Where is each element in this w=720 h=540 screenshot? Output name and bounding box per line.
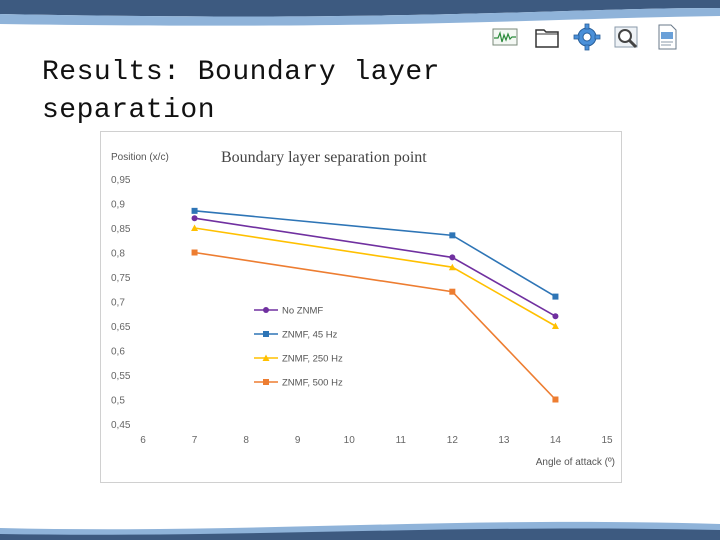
data-point [449,254,456,261]
data-point [551,322,559,329]
legend-label: ZNMF, 45 Hz [282,330,338,341]
data-point [552,396,559,403]
x-axis-label: Angle of attack (º) [536,457,615,468]
data-point [552,293,559,300]
legend-label: No ZNMF [282,306,323,317]
x-tick-label: 7 [192,435,198,446]
legend-item: ZNMF, 45 Hz [254,330,338,341]
bottom-band-dark [0,528,720,540]
top-band-dark [0,0,720,17]
chart-legend: No ZNMF ZNMF, 45 Hz ZNMF, 250 Hz ZNMF, 500 … [254,306,343,389]
x-tick-label: 14 [550,435,562,446]
data-point [263,379,269,385]
y-tick-label: 0,85 [111,224,131,235]
bottom-decorative-band [0,521,720,540]
x-tick-label: 10 [344,435,356,446]
data-point [191,215,198,222]
data-point [263,331,269,337]
x-tick-labels: 6 7 8 9 10 11 12 13 14 15 [140,435,613,446]
chart-title: Boundary layer separation point [221,149,427,166]
data-point [191,207,198,214]
series-line [194,210,556,298]
y-tick-label: 0,7 [111,298,125,309]
y-axis-label: Position (x/c) [111,152,169,163]
chart-frame: Boundary layer separation point Position… [100,131,622,483]
series-znmf-45-hz [191,207,559,300]
data-point [191,249,198,256]
series-znmf-250-hz [191,224,559,329]
data-point [191,224,199,231]
legend-label: ZNMF, 500 Hz [282,378,343,389]
document-icon[interactable] [652,22,682,52]
x-tick-label: 9 [295,435,301,446]
x-tick-label: 6 [140,435,146,446]
y-tick-label: 0,65 [111,322,131,333]
data-point [262,354,270,361]
slide-title-line-1: Results: Boundary layer [42,57,440,88]
gear-icon[interactable] [572,22,602,52]
y-tick-label: 0,8 [111,249,125,260]
series-lines [191,207,559,403]
x-tick-label: 12 [447,435,459,446]
y-tick-label: 0,6 [111,347,125,358]
x-tick-label: 13 [498,435,510,446]
waveform-icon[interactable] [490,22,520,52]
y-tick-label: 0,45 [111,420,131,431]
data-point [449,288,456,295]
data-point [552,313,559,320]
slide-title: Results: Boundary layer separation [42,54,502,130]
x-tick-label: 8 [243,435,249,446]
slide-title-line-2: separation [42,95,216,126]
folder-icon[interactable] [532,22,562,52]
y-tick-label: 0,5 [111,396,125,407]
legend-item: ZNMF, 250 Hz [254,354,343,365]
series-line [194,251,557,401]
y-tick-labels: 0,95 0,9 0,85 0,8 0,75 0,7 0,65 0,6 0,55 0,5 0,45 [111,175,131,431]
series-line [194,227,556,327]
magnifier-icon[interactable] [612,22,642,52]
series-no-znmf [191,215,559,320]
y-tick-label: 0,95 [111,175,131,186]
y-tick-label: 0,9 [111,200,125,211]
x-tick-label: 15 [601,435,613,446]
y-tick-label: 0,75 [111,273,131,284]
legend-label: ZNMF, 250 Hz [282,354,343,365]
top-band-light [0,8,720,26]
data-point [449,232,456,239]
line-chart: Boundary layer separation point Position… [111,149,615,468]
toolbar [490,22,690,52]
top-decorative-band [0,0,720,26]
y-tick-label: 0,55 [111,371,131,382]
legend-item: No ZNMF [254,306,323,317]
data-point [263,307,269,313]
series-znmf-500-hz [191,249,559,403]
series-line [194,217,556,317]
x-tick-label: 11 [396,435,407,446]
data-point [448,263,456,271]
legend-item: ZNMF, 500 Hz [254,378,343,389]
